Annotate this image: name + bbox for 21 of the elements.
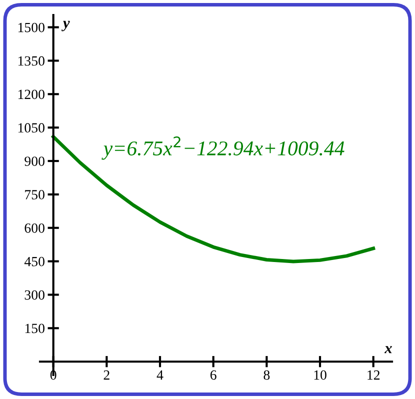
- x-tick-label: 10: [314, 370, 326, 380]
- x-tick-label: 6: [210, 370, 216, 380]
- line-series: [52, 134, 376, 264]
- y-tick-label: 1350: [18, 56, 44, 66]
- y-tick-label: 1200: [18, 90, 44, 100]
- y-tick-label: 300: [24, 290, 44, 300]
- x-tick-label: 12: [368, 370, 380, 380]
- y-tick-label: 450: [24, 256, 44, 266]
- y-tick-label: 150: [25, 324, 44, 334]
- y-axis-title: y: [61, 20, 70, 32]
- y-tick-label: 1050: [18, 123, 44, 133]
- y-tick-label: 1500: [18, 22, 44, 32]
- x-tick-label: 2: [104, 370, 110, 380]
- x-tick-label: 8: [264, 370, 270, 380]
- x-tick-label: 0: [50, 370, 56, 380]
- annotation: y=6.75x$^{2}$−122.94x+1009.44: [102, 136, 344, 160]
- x-tick-label: 4: [156, 370, 164, 380]
- y-tick-label: 750: [25, 190, 44, 200]
- y-tick-label: 900: [24, 156, 44, 166]
- y-tick-label: 600: [24, 223, 44, 233]
- x-axis-title: x: [384, 346, 392, 354]
